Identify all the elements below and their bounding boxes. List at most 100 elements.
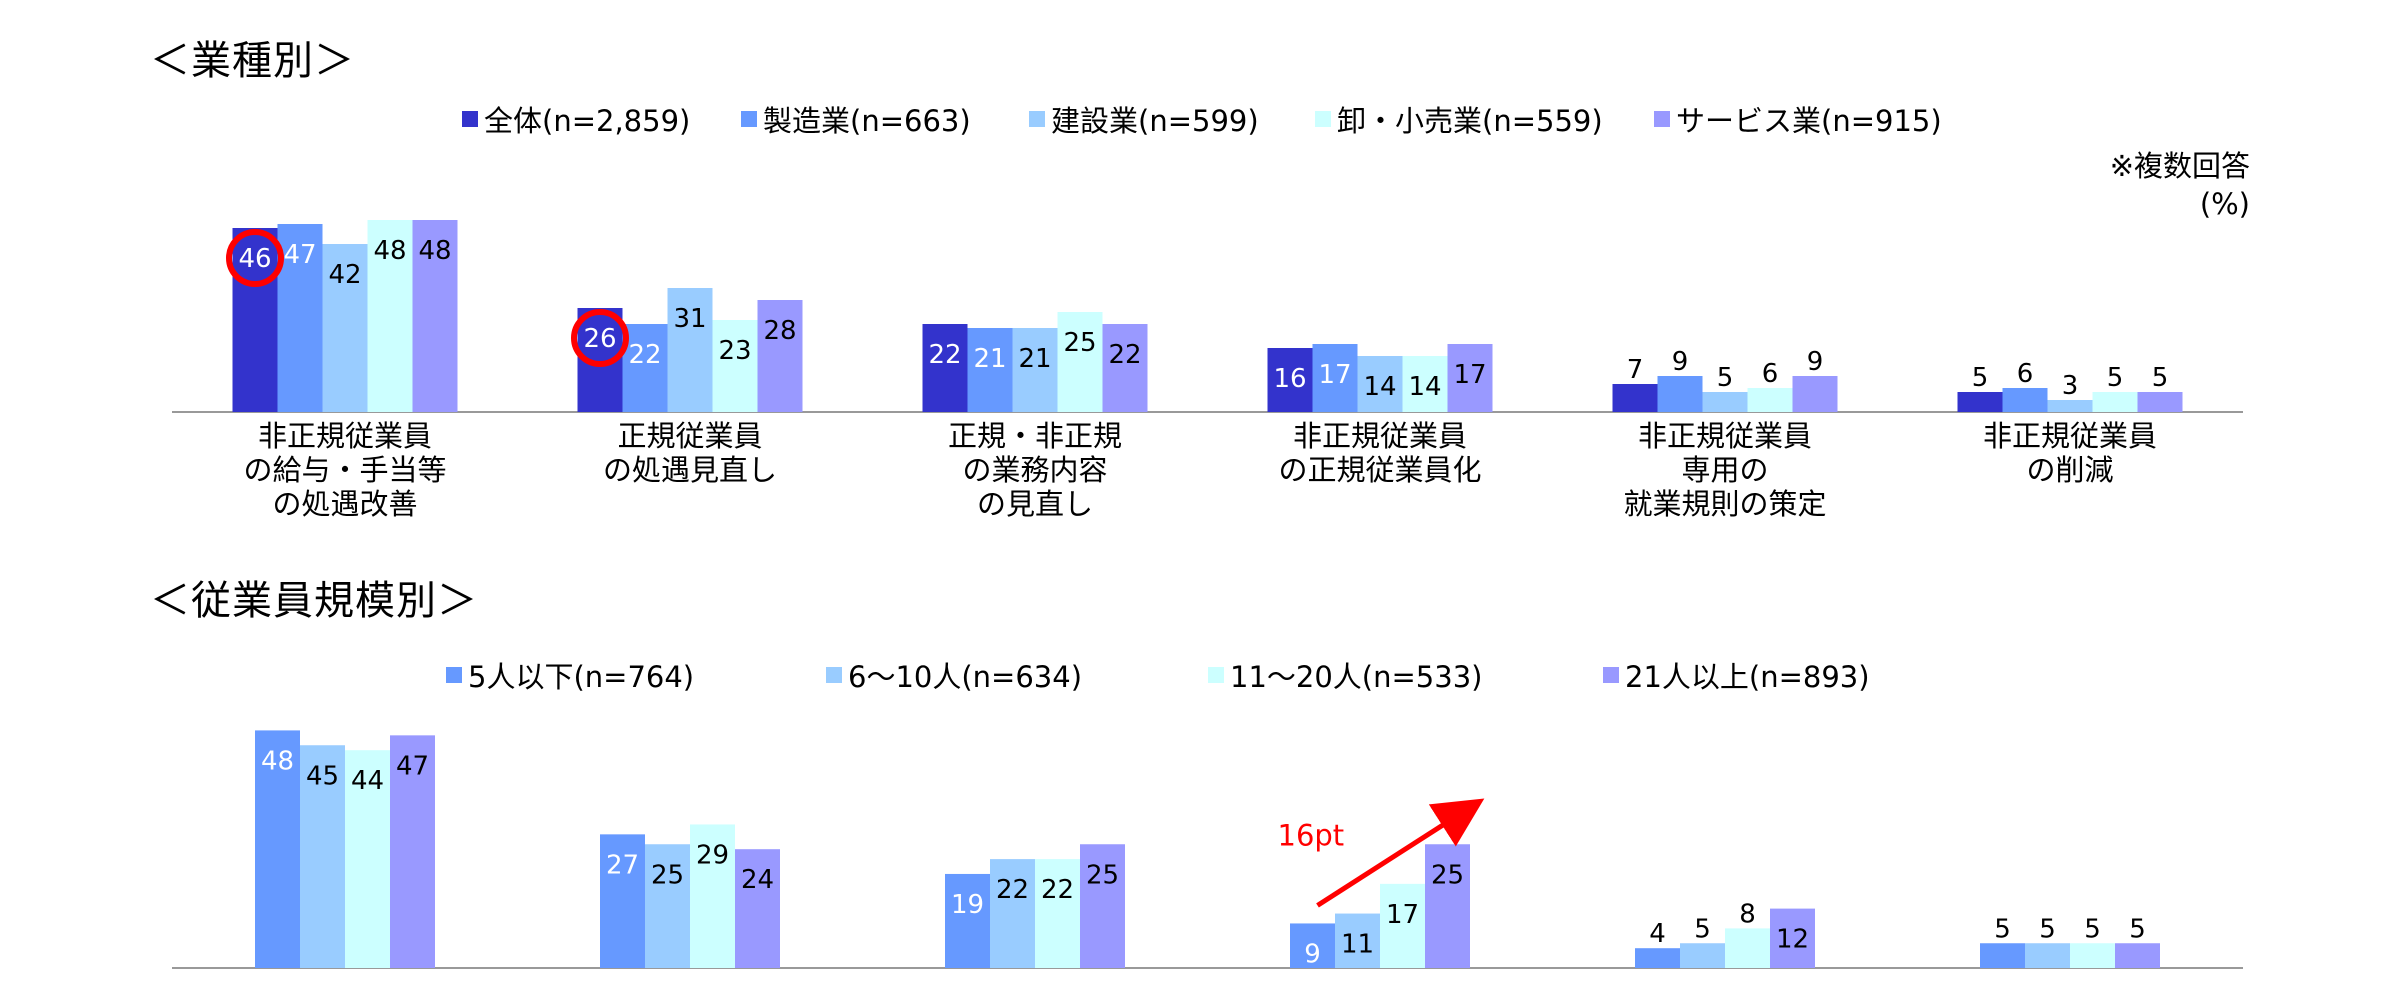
bar — [300, 745, 345, 968]
bar — [735, 849, 780, 968]
data-label: 22 — [928, 340, 961, 370]
category-label: 正規従業員の処遇見直し — [603, 419, 777, 487]
data-label: 23 — [718, 336, 751, 366]
legend-swatch — [462, 111, 478, 127]
bar — [412, 220, 458, 412]
data-label: 46 — [238, 244, 271, 274]
data-label: 17 — [1453, 360, 1486, 390]
legend-label: サービス業(n=915) — [1676, 104, 1942, 138]
bar — [1680, 943, 1725, 968]
category-label: 非正規従業員の正規従業員化 — [1278, 419, 1481, 487]
data-label: 5 — [1972, 363, 1989, 393]
bar — [322, 244, 368, 412]
bar — [990, 859, 1035, 968]
bar — [1702, 392, 1748, 412]
data-label: 48 — [373, 236, 406, 266]
legend-item: 製造業(n=663) — [741, 98, 971, 140]
legend-label: 卸・小売業(n=559) — [1337, 104, 1603, 138]
data-label: 25 — [1431, 860, 1464, 890]
data-label: 28 — [763, 316, 796, 346]
data-label: 9 — [1304, 939, 1321, 969]
bar — [232, 228, 278, 412]
legend-item: 全体(n=2,859) — [462, 98, 690, 140]
legend-label: 全体(n=2,859) — [484, 104, 691, 138]
legend-swatch — [741, 111, 757, 127]
bar — [1957, 392, 2003, 412]
bar — [1657, 376, 1703, 412]
data-label: 44 — [351, 766, 384, 796]
bar — [1035, 859, 1080, 968]
data-label: 5 — [2129, 914, 2146, 944]
data-label: 9 — [1807, 347, 1824, 377]
legend-swatch — [446, 667, 462, 683]
data-label: 48 — [261, 746, 294, 776]
bar — [2092, 392, 2138, 412]
legend-item: サービス業(n=915) — [1654, 98, 1942, 140]
bar — [2115, 943, 2160, 968]
data-label: 11 — [1341, 930, 1374, 960]
category-label: 非正規従業員専用の就業規則の策定 — [1623, 419, 1826, 521]
legend-swatch — [1315, 111, 1331, 127]
legend-item: 卸・小売業(n=559) — [1315, 98, 1603, 140]
bar — [367, 220, 413, 412]
bar — [1357, 356, 1403, 412]
note-line-2: (%) — [2199, 187, 2250, 221]
bar — [1267, 348, 1313, 412]
data-label: 22 — [996, 875, 1029, 905]
data-label: 22 — [628, 340, 661, 370]
bar — [600, 834, 645, 968]
bar — [712, 320, 758, 412]
data-label: 6 — [1762, 359, 1779, 389]
data-label: 21 — [973, 344, 1006, 374]
bar — [2137, 392, 2183, 412]
legend-swatch — [1654, 111, 1670, 127]
bar — [1335, 913, 1380, 968]
data-label: 5 — [2152, 363, 2169, 393]
bar — [255, 730, 300, 968]
data-label: 14 — [1408, 372, 1441, 402]
data-label: 47 — [283, 240, 316, 270]
bar — [690, 824, 735, 968]
legend-item: 建設業(n=599) — [1029, 98, 1259, 140]
data-label: 31 — [673, 304, 706, 334]
bar — [1770, 908, 1815, 968]
data-label: 8 — [1739, 899, 1756, 929]
data-label: 25 — [1063, 328, 1096, 358]
legend-label: 21人以上(n=893) — [1625, 660, 1870, 694]
bar — [645, 844, 690, 968]
data-label: 27 — [606, 850, 639, 880]
data-label: 29 — [696, 840, 729, 870]
category-label: 非正規従業員の給与・手当等の処遇改善 — [243, 419, 446, 521]
data-label: 22 — [1041, 875, 1074, 905]
data-label: 48 — [418, 236, 451, 266]
bar — [1447, 344, 1493, 412]
bar — [390, 735, 435, 968]
bar — [277, 224, 323, 412]
chart-title-size: ＜従業員規模別＞ — [150, 578, 478, 624]
bar — [2025, 943, 2070, 968]
data-label: 7 — [1627, 355, 1644, 385]
bar — [967, 328, 1013, 412]
category-label: 非正規従業員の削減 — [1983, 419, 2157, 487]
data-label: 3 — [2062, 371, 2079, 401]
legend-label: 11～20人(n=533) — [1230, 660, 1483, 694]
bar — [1725, 928, 1770, 968]
data-label: 17 — [1386, 900, 1419, 930]
data-label: 6 — [2017, 359, 2034, 389]
data-label: 5 — [2084, 914, 2101, 944]
bar — [622, 324, 668, 412]
bar — [667, 288, 713, 412]
legend-item: 5人以下(n=764) — [446, 654, 694, 696]
bar — [1635, 948, 1680, 968]
bar — [1102, 324, 1148, 412]
data-label: 5 — [2107, 363, 2124, 393]
legend-item: 21人以上(n=893) — [1603, 654, 1870, 696]
note-line-1: ※複数回答 — [2109, 149, 2250, 183]
legend-label: 製造業(n=663) — [763, 104, 971, 138]
bar — [757, 300, 803, 412]
bar — [2070, 943, 2115, 968]
annotation-label: 16pt — [1278, 818, 1345, 852]
legend-label: 建設業(n=599) — [1051, 104, 1259, 138]
data-label: 4 — [1649, 919, 1666, 949]
